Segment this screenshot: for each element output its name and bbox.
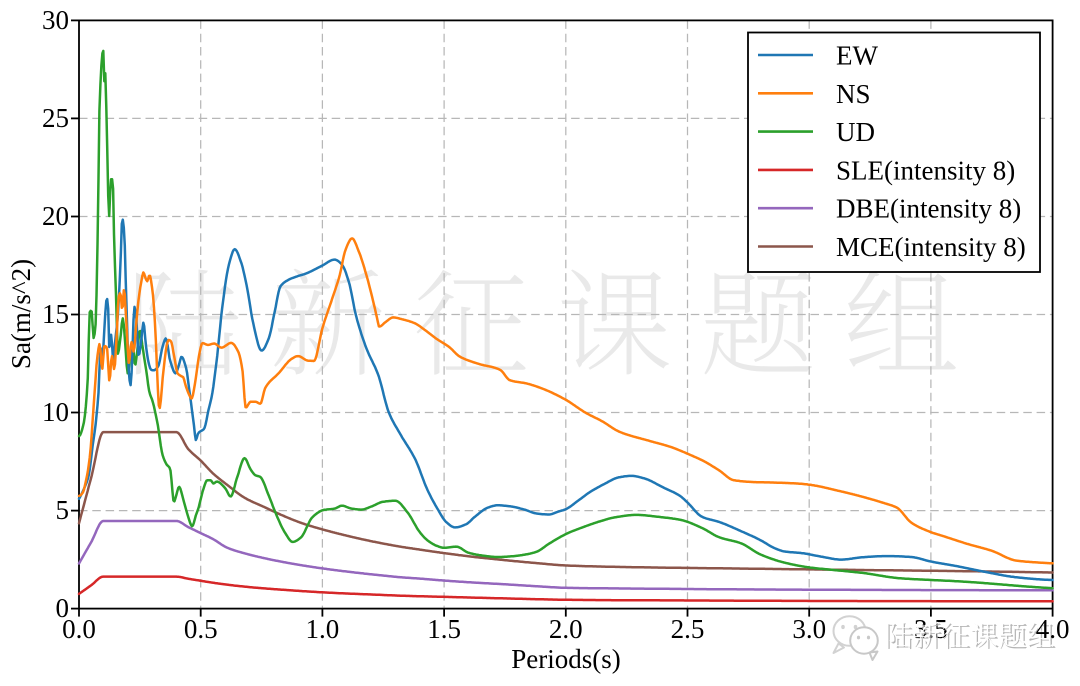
- svg-text:EW: EW: [836, 41, 878, 71]
- svg-text:Sa(m/s^2): Sa(m/s^2): [6, 259, 36, 369]
- svg-text:MCE(intensity 8): MCE(intensity 8): [836, 232, 1026, 262]
- svg-text:5: 5: [56, 495, 70, 525]
- svg-text:15: 15: [42, 299, 69, 329]
- svg-text:SLE(intensity 8): SLE(intensity 8): [836, 155, 1015, 185]
- svg-text:2.5: 2.5: [671, 614, 705, 644]
- svg-text:2.0: 2.0: [549, 614, 583, 644]
- svg-text:1.0: 1.0: [306, 614, 340, 644]
- svg-text:25: 25: [42, 103, 69, 133]
- svg-text:Periods(s): Periods(s): [511, 644, 621, 674]
- svg-text:0.5: 0.5: [184, 614, 218, 644]
- svg-text:30: 30: [42, 5, 69, 35]
- svg-text:3.0: 3.0: [792, 614, 826, 644]
- svg-text:20: 20: [42, 201, 69, 231]
- svg-text:0: 0: [56, 593, 70, 623]
- svg-text:0.0: 0.0: [62, 614, 96, 644]
- svg-text:1.5: 1.5: [427, 614, 461, 644]
- svg-text:NS: NS: [836, 79, 871, 109]
- svg-text:10: 10: [42, 397, 69, 427]
- svg-text:UD: UD: [836, 117, 875, 147]
- svg-text:4.0: 4.0: [1036, 614, 1070, 644]
- svg-text:DBE(intensity 8): DBE(intensity 8): [836, 194, 1021, 224]
